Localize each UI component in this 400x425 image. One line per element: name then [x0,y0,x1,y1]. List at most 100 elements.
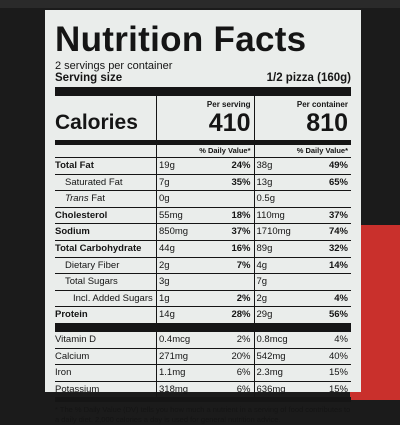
amount-per-serving: 0g [159,193,170,205]
dv-per-serving: 35% [231,176,251,188]
nutrient-row-total-sugars: Total Sugars 3g 7g [55,273,351,290]
calories-row: Calories Per serving 410 Per container 8… [55,96,351,140]
nutrient-name: Total Carbohydrate [55,242,142,254]
amount-per-container: 7g [256,276,268,288]
amount-per-serving: 55mg [159,209,183,221]
amount-per-container: 2.3mg [256,367,283,379]
dv-per-container: 32% [328,242,348,254]
vitamin-row-potassium: Potassium 318mg 6% 636mg 15% [55,380,351,398]
nutrient-row-saturated-fat: Saturated Fat 7g 35% 13g 65% [55,173,351,191]
dv-per-serving: 7% [236,259,251,271]
amount-per-container: 13g [256,176,273,188]
nutrient-name-prefix: Trans [65,193,89,205]
amount-per-serving: 1.1mg [159,367,186,379]
nutrient-name-suffix: Fat [88,193,105,205]
amount-per-serving: 318mg [159,383,189,395]
serving-size-value: 1/2 pizza (160g) [266,72,351,84]
vitamin-name: Vitamin D [55,333,97,345]
amount-per-container: 4g [256,259,268,271]
dv-per-serving: 6% [236,367,251,379]
dv-per-container: 65% [328,176,348,188]
servings-per-container: 2 servings per container [55,60,173,72]
nutrient-name: Trans Fat [55,191,156,207]
divider-thick-vitamins [55,322,351,332]
amount-per-container: 636mg [256,383,286,395]
dv-per-serving: 2% [236,292,251,304]
nutrient-row-dietary-fiber: Dietary Fiber 2g 7% 4g 14% [55,256,351,274]
vitamin-row-vitamin-d: Vitamin D 0.4mcg 2% 0.8mcg 4% [55,331,351,348]
dv-per-serving: 16% [231,242,251,254]
per-container-header: Per container [296,100,348,109]
amount-per-container: 38g [256,160,273,171]
amount-per-serving: 44g [159,242,175,254]
dv-per-container: 15% [328,383,348,395]
daily-value-header-row: % Daily Value* % Daily Value* [55,145,351,157]
calories-per-serving-column: Per serving 410 [156,96,254,140]
dv-per-container: 4% [334,292,348,304]
nutrient-row-total-fat: Total Fat 19g 24% 38g 49% [55,157,351,174]
vitamin-name: Calcium [55,350,90,362]
divider-thick [55,87,351,96]
dv-per-serving: 28% [231,309,251,321]
panel-title: Nutrition Facts [55,20,307,59]
calories-per-container-column: Per container 810 [253,96,352,140]
amount-per-container: 0.5g [256,193,276,205]
dv-per-serving: 20% [231,350,251,362]
nutrient-row-added-sugars: Incl. Added Sugars 1g 2% 2g 4% [55,289,351,307]
amount-per-container: 89g [256,242,273,254]
dv-per-container: 37% [328,209,348,221]
amount-per-serving: 271mg [159,350,189,362]
nutrient-row-cholesterol: Cholesterol 55mg 18% 110mg 37% [55,206,351,224]
amount-per-serving: 14g [159,309,175,321]
dv-per-container: 74% [328,226,348,238]
amount-per-serving: 850mg [159,226,189,238]
calories-label: Calories [55,111,138,134]
vitamin-row-iron: Iron 1.1mg 6% 2.3mg 15% [55,364,351,381]
amount-per-container: 29g [256,309,273,321]
nutrient-row-sodium: Sodium 850mg 37% 1710mg 74% [55,223,351,240]
serving-size-row: Serving size 1/2 pizza (160g) [55,72,351,85]
dv-per-container: 56% [328,309,348,321]
dv-per-container: 14% [328,259,348,271]
dv-per-container: 40% [328,350,348,362]
vitamin-name: Iron [55,367,72,379]
daily-value-header-container: % Daily Value* [253,145,352,157]
nutrient-name: Saturated Fat [65,176,123,188]
nutrient-name: Protein [55,309,88,321]
amount-per-serving: 2g [159,259,170,271]
dv-per-serving: 2% [236,333,251,345]
amount-per-serving: 0.4mcg [159,333,191,345]
nutrient-row-total-carbohydrate: Total Carbohydrate 44g 16% 89g 32% [55,239,351,257]
amount-per-serving: 3g [159,276,170,288]
dv-per-serving: 24% [231,160,251,171]
nutrient-name: Total Fat [55,160,94,171]
daily-value-footnote: * The % Daily Value (DV) tells you how m… [55,405,351,425]
calories-per-serving: 410 [208,109,251,137]
amount-per-container: 0.8mcg [256,333,288,345]
per-serving-header: Per serving [206,100,251,109]
nutrient-row-protein: Protein 14g 28% 29g 56% [55,306,351,323]
nutrient-name: Incl. Added Sugars [73,292,153,304]
dv-per-container: 4% [334,333,348,345]
amount-per-serving: 19g [159,160,175,171]
dv-per-container: 15% [328,367,348,379]
background-top-strip [0,0,400,8]
dv-per-serving: 18% [231,209,251,221]
daily-value-header-serving: % Daily Value* [156,145,254,157]
nutrient-name: Dietary Fiber [65,259,120,271]
dv-per-serving: 37% [231,226,251,238]
amount-per-container: 110mg [256,209,285,221]
amount-per-serving: 1g [159,292,170,304]
nutrient-name: Sodium [55,226,90,238]
amount-per-container: 2g [256,292,268,304]
nutrient-name: Cholesterol [55,209,108,221]
dv-per-serving: 6% [236,383,251,395]
nutrition-facts-panel: Nutrition Facts 2 servings per container… [45,10,361,424]
nutrient-name: Total Sugars [65,276,118,288]
calories-per-container: 810 [306,109,348,137]
amount-per-container: 542mg [256,350,286,362]
nutrient-row-trans-fat: Trans Fat 0g 0.5g [55,190,351,207]
dv-per-container: 49% [328,160,348,171]
vitamin-row-calcium: Calcium 271mg 20% 542mg 40% [55,347,351,365]
amount-per-serving: 7g [159,176,170,188]
